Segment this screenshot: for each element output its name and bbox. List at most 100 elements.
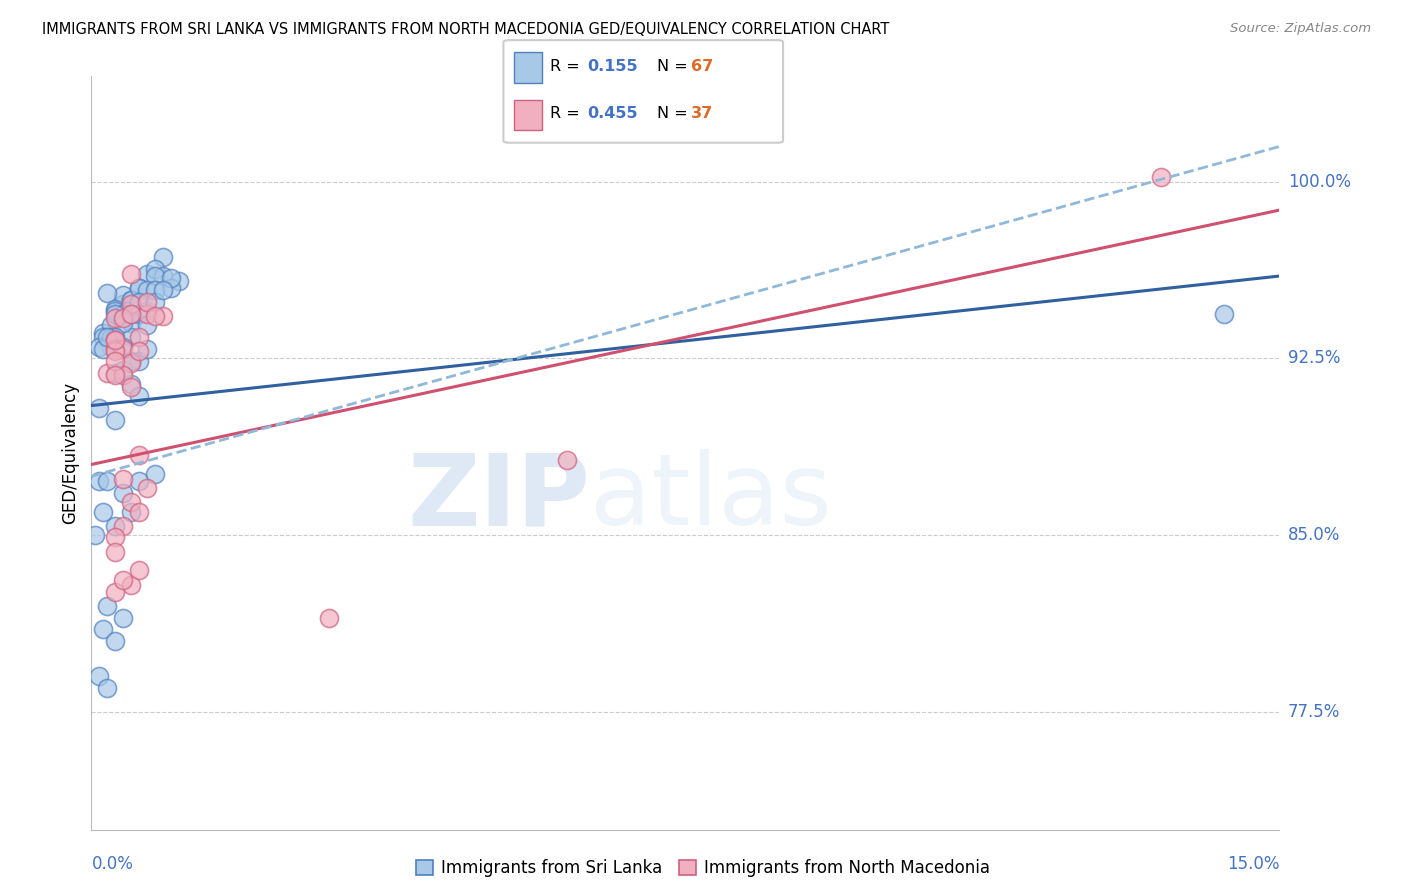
Text: atlas: atlas bbox=[591, 450, 832, 547]
Y-axis label: GED/Equivalency: GED/Equivalency bbox=[62, 382, 80, 524]
Point bbox=[96, 366, 118, 380]
Point bbox=[112, 316, 135, 330]
Point bbox=[128, 344, 150, 359]
Point bbox=[120, 380, 142, 394]
Text: 77.5%: 77.5% bbox=[1288, 703, 1340, 721]
Text: R =: R = bbox=[550, 106, 585, 121]
Point bbox=[128, 294, 150, 310]
Point bbox=[91, 326, 114, 340]
Text: N =: N = bbox=[657, 59, 693, 74]
Bar bbox=[515, 53, 541, 83]
Text: 100.0%: 100.0% bbox=[1288, 173, 1351, 191]
Point bbox=[152, 309, 174, 323]
Point bbox=[104, 368, 127, 382]
Point bbox=[120, 307, 142, 321]
Text: 15.0%: 15.0% bbox=[1227, 855, 1279, 872]
Point bbox=[112, 340, 135, 354]
Point bbox=[104, 354, 127, 368]
Point bbox=[120, 316, 142, 330]
Point bbox=[128, 389, 150, 403]
Point bbox=[115, 304, 138, 318]
Point bbox=[112, 297, 135, 311]
Point bbox=[135, 267, 157, 281]
Point bbox=[1213, 307, 1236, 321]
Point bbox=[112, 610, 135, 624]
Point bbox=[120, 354, 142, 368]
Text: ZIP: ZIP bbox=[408, 450, 591, 547]
Text: N =: N = bbox=[657, 106, 693, 121]
Point bbox=[143, 283, 166, 297]
Point bbox=[112, 472, 135, 486]
Point bbox=[89, 669, 111, 683]
Text: 0.155: 0.155 bbox=[588, 59, 638, 74]
Point bbox=[104, 333, 127, 347]
Point bbox=[89, 340, 111, 354]
Point bbox=[143, 262, 166, 277]
Point bbox=[89, 474, 111, 488]
Point bbox=[91, 623, 114, 637]
Point bbox=[112, 307, 135, 321]
Point bbox=[96, 330, 118, 344]
Point bbox=[104, 333, 127, 347]
Point bbox=[135, 318, 157, 333]
Point bbox=[104, 634, 127, 648]
Point bbox=[104, 518, 127, 533]
Point bbox=[152, 268, 174, 283]
Point bbox=[128, 307, 150, 321]
Point bbox=[104, 307, 127, 321]
Point bbox=[104, 366, 127, 380]
Point bbox=[104, 584, 127, 599]
Point bbox=[112, 311, 135, 326]
Point bbox=[96, 681, 118, 696]
Point bbox=[120, 356, 142, 370]
Point bbox=[96, 474, 118, 488]
Text: 37: 37 bbox=[692, 106, 713, 121]
Point bbox=[104, 342, 127, 356]
Point bbox=[84, 528, 107, 542]
Point bbox=[135, 481, 157, 495]
Text: IMMIGRANTS FROM SRI LANKA VS IMMIGRANTS FROM NORTH MACEDONIA GED/EQUIVALENCY COR: IMMIGRANTS FROM SRI LANKA VS IMMIGRANTS … bbox=[42, 22, 890, 37]
Bar bbox=[515, 100, 541, 130]
Point bbox=[135, 283, 157, 297]
Point bbox=[128, 281, 150, 295]
Point bbox=[91, 330, 114, 344]
Point bbox=[91, 505, 114, 519]
Point bbox=[143, 294, 166, 310]
Point bbox=[555, 452, 578, 467]
Point bbox=[120, 505, 142, 519]
Point bbox=[104, 311, 127, 326]
Point bbox=[120, 293, 142, 307]
Point bbox=[128, 474, 150, 488]
Point bbox=[104, 413, 127, 427]
Point bbox=[104, 544, 127, 558]
Text: 85.0%: 85.0% bbox=[1288, 526, 1340, 544]
Point bbox=[104, 301, 127, 316]
Point bbox=[96, 285, 118, 300]
Point bbox=[120, 293, 142, 307]
Legend: Immigrants from Sri Lanka, Immigrants from North Macedonia: Immigrants from Sri Lanka, Immigrants fr… bbox=[409, 853, 997, 884]
Text: 0.455: 0.455 bbox=[588, 106, 638, 121]
Point bbox=[120, 330, 142, 344]
Point bbox=[128, 564, 150, 578]
Point bbox=[128, 448, 150, 462]
Point bbox=[112, 368, 135, 382]
Point bbox=[112, 288, 135, 302]
Point bbox=[143, 268, 166, 283]
Point bbox=[143, 467, 166, 481]
Point bbox=[112, 342, 135, 356]
Text: 67: 67 bbox=[692, 59, 713, 74]
Point bbox=[128, 505, 150, 519]
Text: R =: R = bbox=[550, 59, 585, 74]
Point bbox=[104, 330, 127, 344]
Point bbox=[135, 342, 157, 356]
Point bbox=[318, 610, 340, 624]
Point bbox=[112, 363, 135, 377]
Point bbox=[120, 577, 142, 591]
Point bbox=[1150, 170, 1173, 185]
Point bbox=[100, 340, 122, 354]
Point bbox=[91, 342, 114, 356]
Point bbox=[120, 297, 142, 311]
Text: 0.0%: 0.0% bbox=[91, 855, 134, 872]
Point bbox=[143, 309, 166, 323]
Text: 92.5%: 92.5% bbox=[1288, 350, 1340, 368]
